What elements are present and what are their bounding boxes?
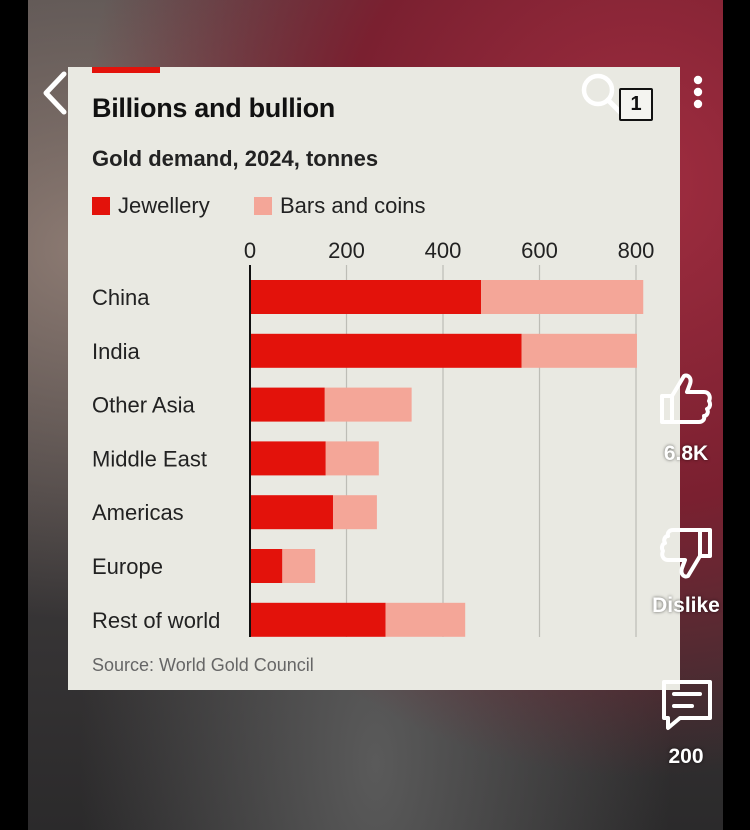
category-label: Other Asia (92, 393, 195, 418)
category-label: Middle East (92, 446, 207, 471)
legend-swatch-jewellery (92, 197, 110, 215)
x-tick-label: 400 (425, 238, 462, 263)
thumbs-down-icon[interactable] (656, 524, 716, 582)
dislike-label: Dislike (652, 594, 720, 617)
legend-label-bars-and-coins: Bars and coins (280, 193, 426, 218)
category-label: Europe (92, 554, 163, 579)
like-count: 6.8K (663, 442, 709, 465)
search-icon[interactable] (578, 70, 626, 118)
chart-plot: 0 200 400 600 800 China India Other Asia Middle … (92, 238, 655, 637)
bar-china-jewellery (250, 280, 482, 314)
bar-india-bars-and-coins (521, 333, 637, 368)
legend-item-bars-and-coins: Bars and coins (254, 193, 426, 219)
x-tick-label: 0 (244, 238, 256, 263)
bar-americas-jewellery (250, 495, 333, 530)
x-tick-label: 600 (521, 238, 558, 263)
x-tick-label: 800 (618, 238, 655, 263)
bar-other-asia-bars-and-coins (324, 387, 412, 422)
legend-item-jewellery: Jewellery (92, 193, 210, 219)
legend-label-jewellery: Jewellery (118, 193, 210, 218)
bar-middle-east-bars-and-coins (325, 441, 379, 476)
bar-other-asia-jewellery (250, 387, 325, 422)
bar-india-jewellery (250, 333, 522, 368)
chart-source: Source: World Gold Council (92, 655, 314, 675)
page-indicator[interactable]: 1 (619, 88, 653, 121)
bar-americas-bars-and-coins (332, 495, 377, 530)
chart-title: Billions and bullion (92, 93, 335, 123)
bar-china-bars-and-coins (481, 280, 644, 314)
bar-middle-east-jewellery (250, 441, 326, 476)
more-options-icon[interactable] (688, 74, 708, 114)
comment-count: 200 (668, 745, 704, 768)
legend-swatch-bars-and-coins (254, 197, 272, 215)
thumbs-up-icon[interactable] (656, 370, 716, 428)
bar-europe-bars-and-coins (282, 549, 316, 583)
chart-accent-bar (92, 67, 160, 73)
category-label: Americas (92, 500, 184, 525)
chart-card: Billions and bullion Gold demand, 2024, … (68, 67, 680, 690)
comments-icon[interactable] (658, 676, 716, 734)
chart-subtitle: Gold demand, 2024, tonnes (92, 146, 379, 171)
bar-rest-of-world-jewellery (250, 602, 386, 637)
category-label: Rest of world (92, 608, 220, 633)
category-label: India (92, 339, 140, 364)
category-label: China (92, 285, 150, 310)
x-tick-label: 200 (328, 238, 365, 263)
back-arrow-icon[interactable] (38, 70, 72, 116)
bar-rest-of-world-bars-and-coins (385, 602, 466, 637)
bar-europe-jewellery (250, 549, 283, 583)
